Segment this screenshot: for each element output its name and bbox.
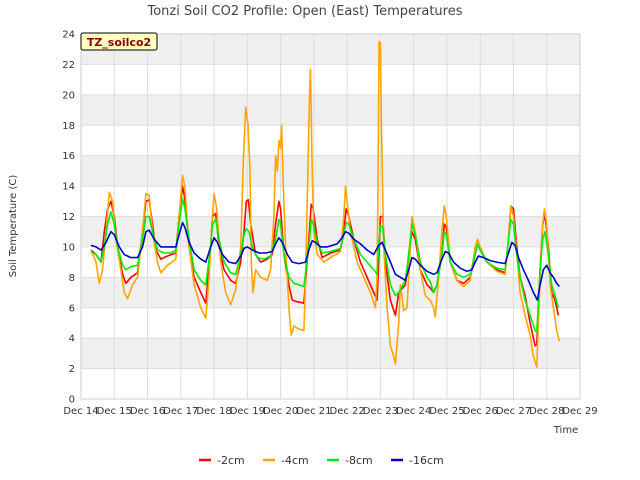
x-tick-label: Dec 25	[429, 406, 464, 417]
y-tick-label: 24	[62, 30, 75, 41]
badge-box	[80, 32, 158, 51]
x-tick-label: Dec 22	[330, 406, 365, 417]
legend-label: -2cm	[217, 454, 245, 467]
series-line-minus-4cm	[90, 40, 561, 368]
legend-label: -8cm	[345, 454, 373, 467]
x-axis-label: Time	[553, 425, 578, 436]
x-tick-label: Dec 18	[196, 406, 231, 417]
y-tick-label: 22	[62, 60, 75, 71]
y-tick-label: 8	[69, 273, 75, 284]
x-tick-label: Dec 28	[529, 406, 564, 417]
legend: -2cm -4cm -8cm -16cm	[199, 454, 444, 467]
x-tick-label: Dec 14	[63, 406, 98, 417]
y-tick-label: 0	[69, 395, 75, 406]
plot-band	[81, 34, 580, 65]
x-tick-label: Dec 16	[130, 406, 165, 417]
y-tick-label: 12	[62, 212, 75, 223]
series-lines	[90, 40, 561, 368]
plot-band	[81, 338, 580, 369]
x-tick-label: Dec 20	[263, 406, 298, 417]
y-tick-label: 14	[62, 182, 75, 193]
x-tick-label: Dec 27	[496, 406, 531, 417]
y-tick-label: 20	[62, 90, 75, 101]
plot-band	[81, 155, 580, 187]
series-line-minus-16cm	[90, 221, 561, 301]
x-tick-label: Dec 21	[296, 406, 331, 417]
x-tick-label: Dec 19	[230, 406, 265, 417]
x-tick-label: Dec 29	[562, 406, 597, 417]
legend-label: -16cm	[409, 454, 444, 467]
legend-label: -4cm	[281, 454, 309, 467]
x-tick-label: Dec 24	[396, 406, 431, 417]
y-tick-label: 4	[69, 334, 75, 345]
y-tick-label: 18	[62, 121, 75, 132]
x-tick-label: Dec 15	[97, 406, 132, 417]
y-tick-label: 10	[62, 242, 75, 253]
y-tick-label: 2	[69, 364, 75, 375]
grid-lines	[80, 33, 581, 400]
y-tick-label: 16	[62, 151, 75, 162]
plot-band	[81, 277, 580, 308]
y-tick-label: 6	[69, 303, 75, 314]
series-line-minus-8cm	[90, 197, 560, 333]
x-tick-label: Dec 26	[463, 406, 498, 417]
chart-title: Tonzi Soil CO2 Profile: Open (East) Temp…	[146, 4, 462, 19]
x-tick-label: Dec 17	[163, 406, 198, 417]
y-axis-label: Soil Temperature (C)	[8, 175, 19, 278]
plot-frame	[80, 33, 581, 400]
plot-band	[81, 216, 580, 247]
badge-label: TZ_soilco2	[87, 36, 151, 49]
x-tick-label: Dec 23	[363, 406, 398, 417]
plot-band	[81, 94, 580, 126]
